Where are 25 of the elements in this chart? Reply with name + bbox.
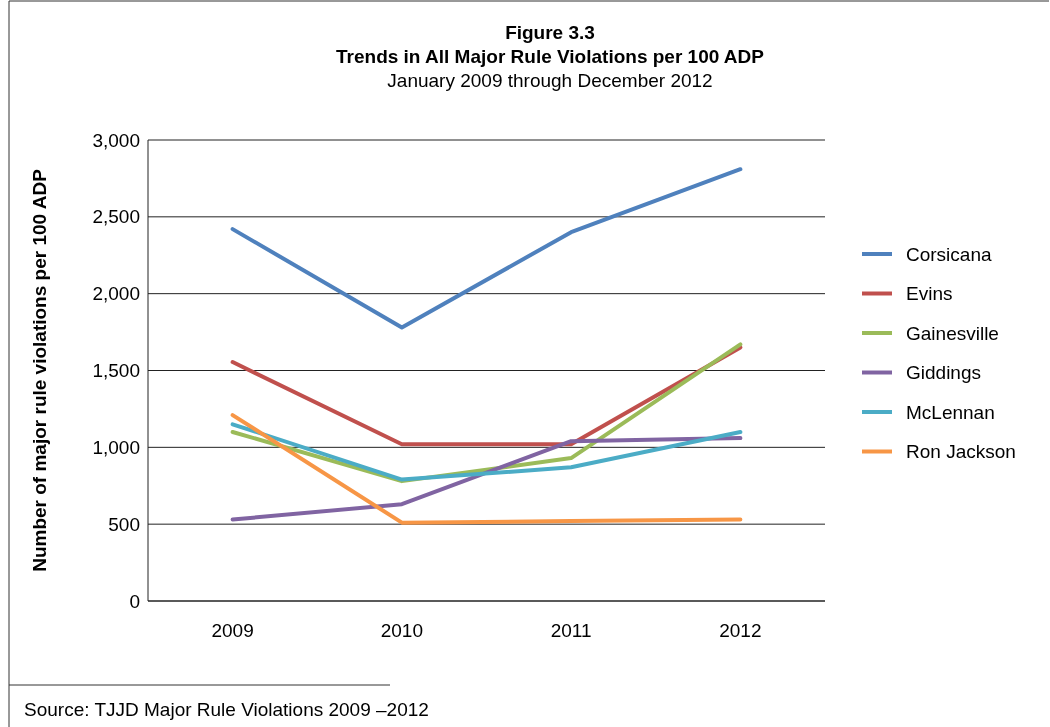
legend-label: Ron Jackson <box>906 441 1016 463</box>
y-tick-label: 0 <box>129 590 140 612</box>
chart-title: Figure 3.3 Trends in All Major Rule Violations per 100 ADP <box>336 22 765 67</box>
chart-subtitle: January 2009 through December 2012 <box>387 70 713 91</box>
legend-label: Evins <box>906 283 953 305</box>
y-tick-label: 3,000 <box>92 129 140 151</box>
source-note: Source: TJJD Major Rule Violations 2009 –2012 <box>24 699 429 720</box>
legend-label: Gainesville <box>906 322 999 344</box>
y-tick-label: 1,000 <box>92 436 140 458</box>
y-tick-label: 1,500 <box>92 360 140 382</box>
legend-label: McLennan <box>906 401 995 423</box>
x-tick-label: 2009 <box>211 620 254 641</box>
x-tick-label: 2011 <box>550 620 592 641</box>
legend-label: Corsicana <box>906 243 992 265</box>
y-tick-label: 2,500 <box>92 206 140 228</box>
line-series <box>230 436 743 522</box>
legend-label: Giddings <box>906 362 981 384</box>
x-tick-label: 2012 <box>719 620 762 641</box>
y-tick-label: 2,000 <box>92 283 140 305</box>
y-axis-title: Number of major rule violations per 100 ADP <box>29 168 50 572</box>
x-tick-label: 2010 <box>380 620 424 641</box>
line-series <box>230 167 743 330</box>
line-series <box>230 422 743 482</box>
line-series <box>230 413 743 525</box>
y-tick-label: 500 <box>108 513 140 535</box>
